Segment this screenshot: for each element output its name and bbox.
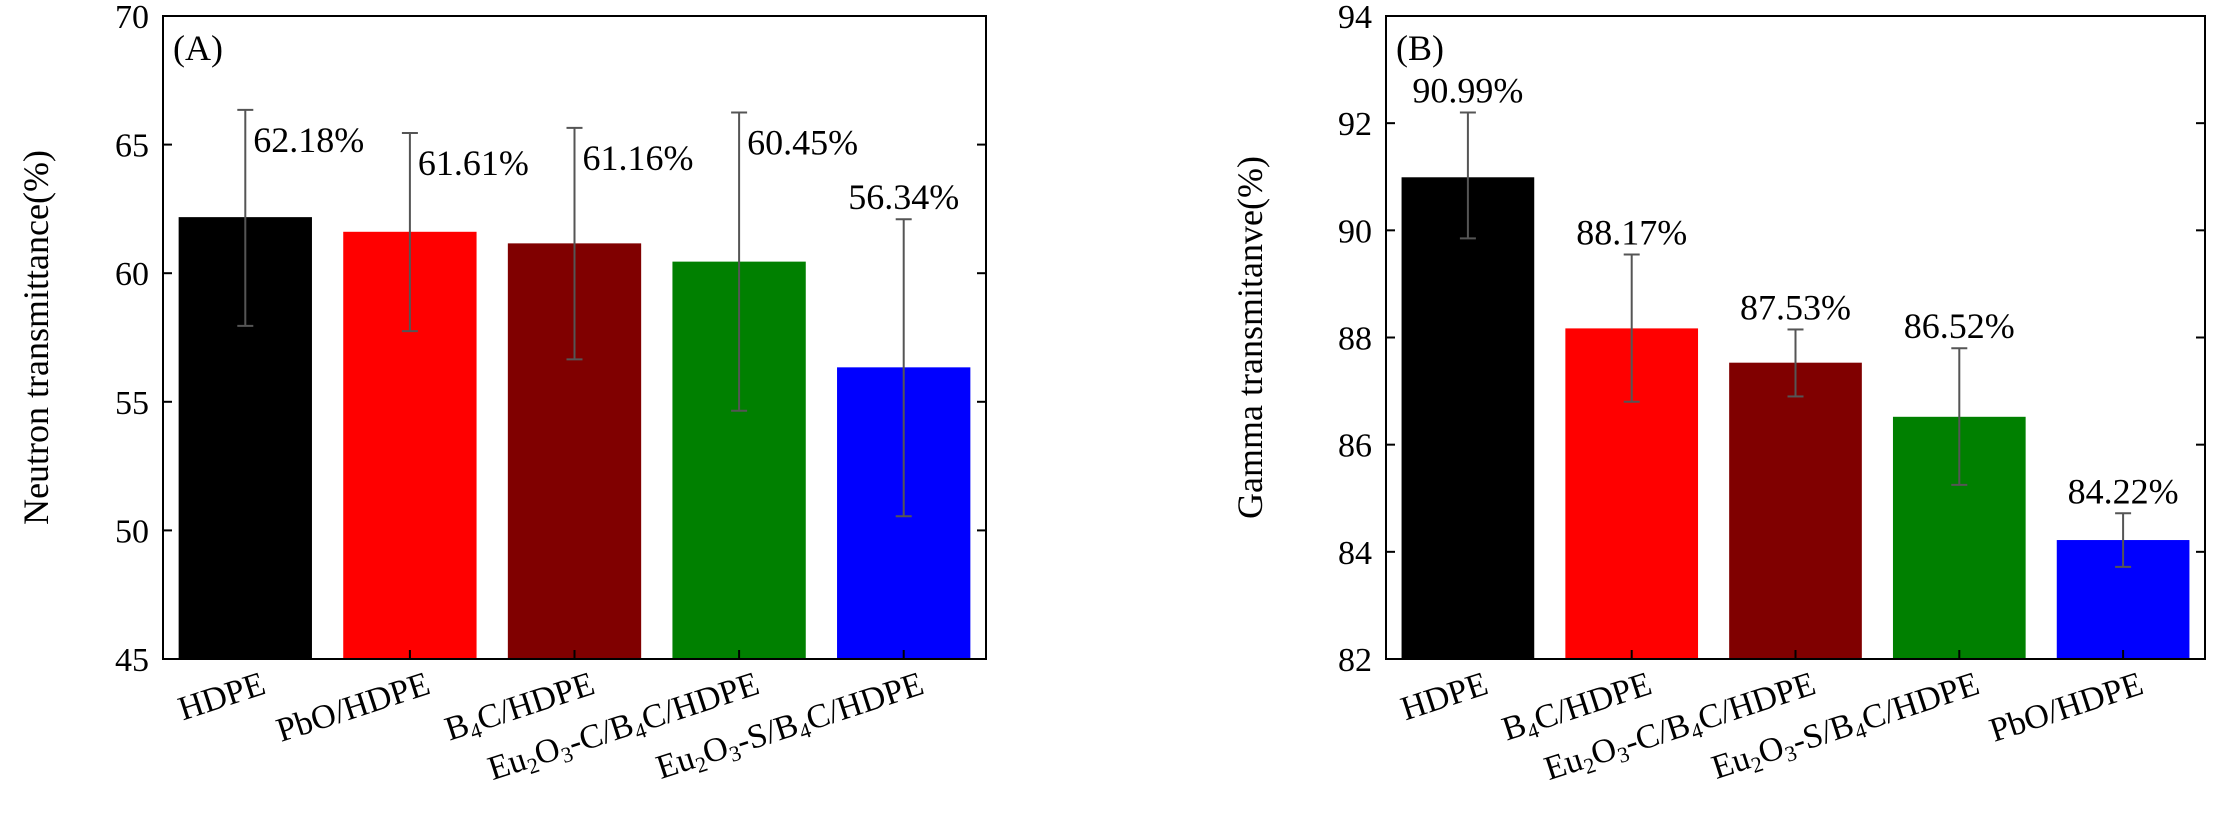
x-category-label-1: HDPE [1396,665,1492,728]
bar-1 [1401,177,1535,659]
y-tick-label-6: 70 [115,0,149,36]
chart-panel-a: 62.18% 61.61% 61.16% 60.45% 56.34% 45 50 55 60 65… [16,0,987,790]
y-tick-label-2: 50 [115,513,149,550]
bar-3 [1729,362,1862,659]
y-tick-label-2: 84 [1338,535,1372,572]
y-tick-label-3: 86 [1338,428,1372,465]
panel-label: (A) [173,28,223,68]
x-category-label-4: Eu2O3-C/B4C/HDPE [484,665,765,790]
y-tick-label-6: 92 [1338,106,1372,143]
y-axis-title: Gamma transmitanve(%) [1230,156,1270,519]
y-tick-label-4: 60 [115,256,149,293]
error-bar-5 [895,218,912,518]
error-bar-1 [237,108,254,327]
y-tick-label-1: 45 [115,642,149,679]
data-label-4: 86.52% [1904,306,2015,346]
error-bar-3 [566,126,583,361]
y-tick-label-5: 65 [115,128,149,165]
error-bar-4 [731,111,748,412]
x-category-label-3: Eu2O3-C/B4C/HDPE [1540,665,1821,790]
y-tick-label-4: 88 [1338,321,1372,358]
panel-label: (B) [1396,28,1444,68]
data-label-1: 90.99% [1412,70,1523,110]
data-label-4: 60.45% [747,122,858,162]
data-label-2: 61.61% [418,143,529,183]
error-bar-5 [2115,512,2132,568]
y-tick-label-7: 94 [1338,0,1372,36]
error-bar-3 [1787,328,1804,398]
data-label-5: 56.34% [848,177,959,217]
chart-panel-b: 90.99% 88.17% 87.53% 86.52% 84.22% 82 84 86 88 90… [1230,0,2206,790]
data-label-3: 61.16% [583,138,694,178]
data-label-1: 62.18% [253,120,364,160]
y-tick-label-1: 82 [1338,642,1372,679]
error-bar-4 [1951,347,1968,486]
data-label-3: 87.53% [1740,287,1851,327]
y-tick-label-5: 90 [1338,213,1372,250]
x-category-label-2: PbO/HDPE [272,665,434,749]
y-tick-label-3: 55 [115,385,149,422]
data-label-5: 84.22% [2068,471,2179,511]
y-axis-title: Neutron transmittance(%) [16,150,56,525]
error-bar-2 [1623,253,1640,403]
x-category-label-1: HDPE [174,665,270,728]
error-bar-2 [401,132,418,333]
data-label-2: 88.17% [1576,212,1687,252]
error-bar-1 [1459,111,1476,240]
x-category-label-5: PbO/HDPE [1985,665,2147,749]
